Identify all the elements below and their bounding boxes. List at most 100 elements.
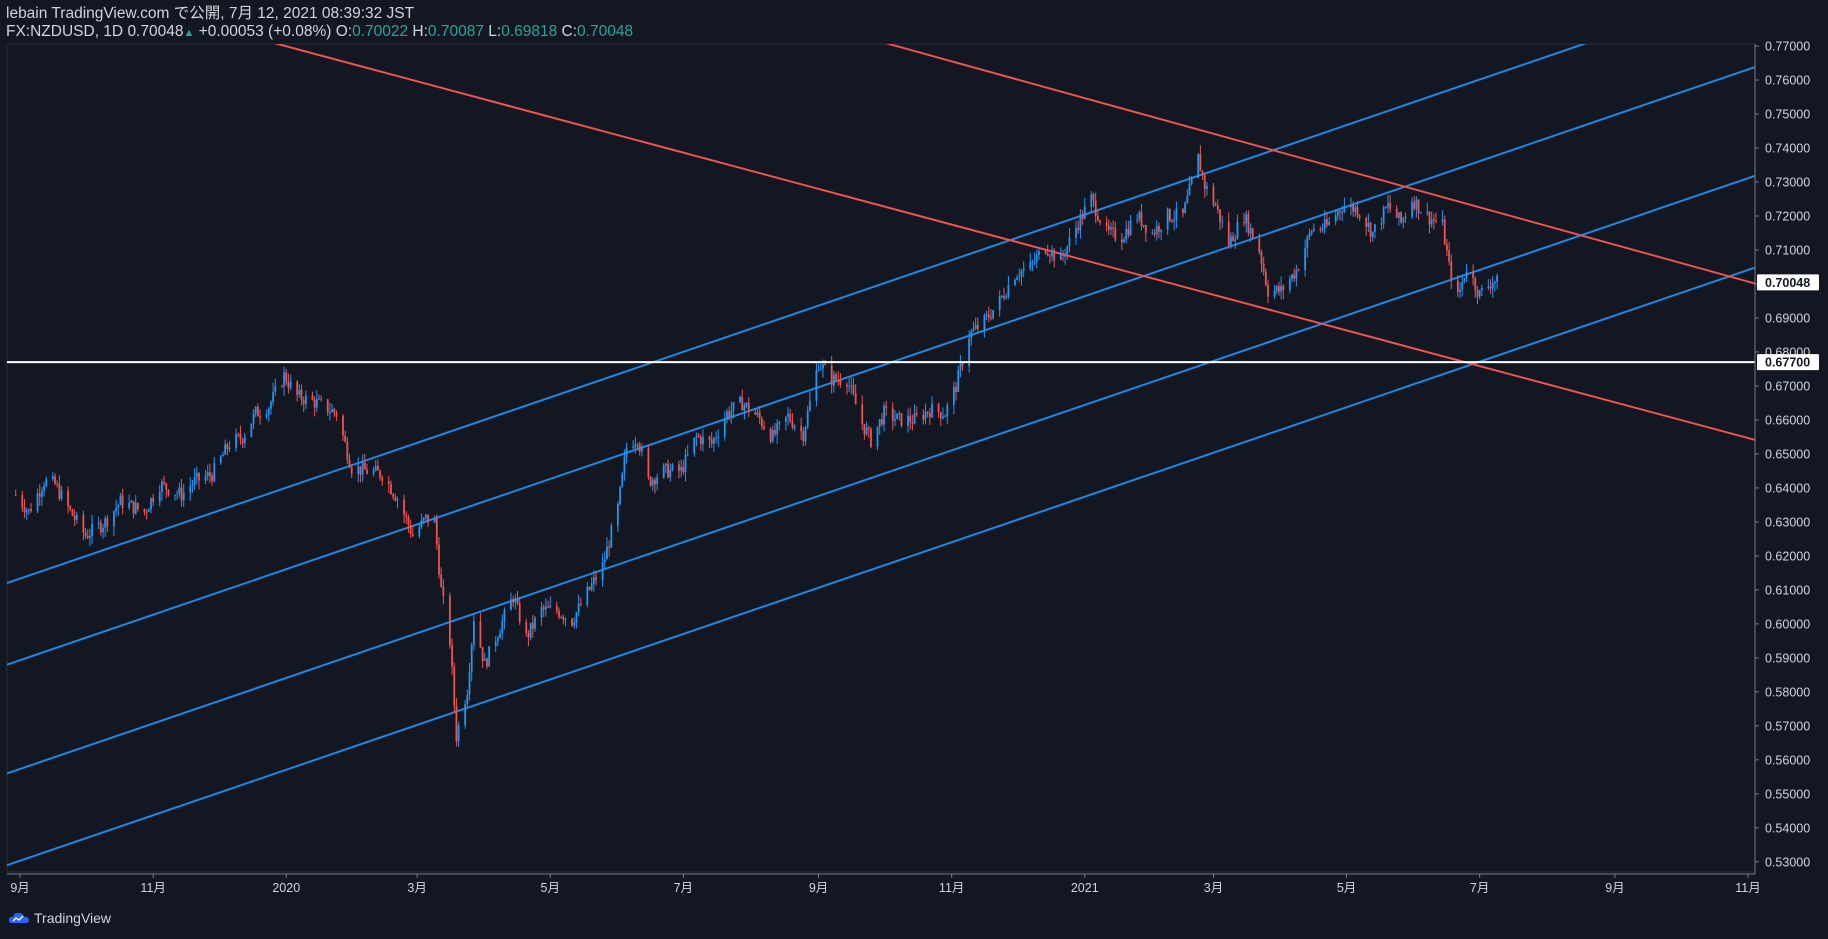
candle-body	[651, 479, 654, 486]
time-axis[interactable]: 9月 11月 2020 3月 5月 7月 9月 11月 2021 3月 5月 7月 9月 11月	[10, 874, 1761, 895]
candle-body	[1236, 222, 1239, 239]
trend-line-blue[interactable]	[7, 266, 1757, 867]
candle-body	[900, 413, 903, 426]
candle-body	[363, 462, 366, 470]
trend-line-blue[interactable]	[7, 65, 1757, 666]
trend-line-blue[interactable]	[7, 0, 1757, 585]
candle-body	[560, 617, 563, 619]
candle-body	[71, 509, 74, 516]
candle-body	[350, 467, 353, 474]
candle-body	[472, 621, 475, 645]
candle-body	[808, 400, 811, 411]
candle-body	[1369, 222, 1372, 237]
candle-body	[36, 493, 39, 512]
candle-body	[1168, 208, 1171, 221]
candle-body	[968, 338, 971, 366]
candle-body	[1312, 228, 1315, 231]
chart-canvas[interactable]: 0.77000 0.76000 0.75000 0.74000 0.73000 0.720…	[0, 0, 1828, 905]
price-tick-label: 0.66000	[1765, 413, 1810, 427]
candle-body	[542, 607, 545, 610]
chart-header: lebain TradingView.com で公開, 7月 12, 2021 …	[6, 5, 633, 42]
up-arrow-icon: ▲	[183, 27, 195, 39]
candle-body	[1120, 239, 1123, 243]
candle-body	[1304, 248, 1307, 271]
candle-body	[976, 324, 979, 329]
candle-body	[315, 399, 318, 408]
candle-body	[313, 399, 316, 408]
candle-body	[961, 363, 964, 366]
candle-body	[208, 472, 211, 477]
candle-body	[289, 381, 292, 388]
trend-line-red[interactable]	[260, 39, 1757, 441]
candle-body	[806, 410, 809, 428]
footer-brand[interactable]: TradingView	[34, 910, 112, 926]
candle-body	[60, 490, 63, 499]
change-value: +0.00053 (+0.08%)	[198, 23, 332, 40]
candle-body	[180, 487, 183, 501]
last-price-tag-bg	[1757, 274, 1819, 291]
candle-body	[1282, 285, 1285, 290]
trend-line-red[interactable]	[884, 43, 1757, 285]
candle-body	[1371, 231, 1374, 237]
candle-body	[152, 498, 155, 503]
last-price: 0.70048	[127, 23, 184, 40]
candle-body	[274, 386, 277, 392]
candle-body	[1487, 286, 1490, 288]
candle-body	[1096, 216, 1099, 221]
candle-body	[1463, 278, 1466, 282]
candle-body	[983, 315, 986, 329]
candle-body	[832, 374, 835, 386]
candle-body	[712, 438, 715, 444]
candle-body	[1443, 219, 1446, 245]
candle-body	[756, 412, 759, 415]
candle-body	[667, 463, 669, 478]
candle-body	[38, 493, 41, 497]
candle-body	[1459, 289, 1461, 292]
candle-body	[481, 647, 484, 661]
candle-body	[804, 427, 807, 442]
time-tick-label: 7月	[674, 881, 693, 895]
candle-body	[1496, 275, 1499, 282]
candle-body	[1419, 212, 1422, 214]
candle-body	[924, 411, 927, 420]
candle-body	[928, 413, 931, 418]
candle-body	[610, 525, 613, 548]
candle-body	[483, 659, 486, 661]
trend-lines	[7, 0, 1757, 867]
candle-body	[21, 494, 24, 508]
candle-body	[67, 490, 69, 507]
candle-body	[876, 426, 879, 447]
candle-body	[1175, 208, 1178, 220]
symbol-label[interactable]: FX:NZDUSD, 1D	[6, 23, 124, 40]
candle-body	[267, 408, 270, 415]
candle-body	[409, 525, 412, 534]
candle-body	[789, 413, 792, 422]
price-tick-label: 0.76000	[1765, 74, 1810, 88]
candle-body	[616, 503, 619, 526]
candle-body	[998, 295, 1001, 310]
candle-body	[1083, 206, 1086, 219]
candle-body	[86, 536, 89, 539]
candle-body	[298, 389, 301, 395]
candle-body	[117, 504, 120, 509]
candle-body	[1186, 195, 1189, 203]
price-axis[interactable]: 0.77000 0.76000 0.75000 0.74000 0.73000 0.720…	[1755, 40, 1810, 870]
candle-body	[1234, 238, 1237, 242]
candle-body	[870, 428, 872, 447]
candle-body	[1230, 236, 1232, 246]
candle-body	[867, 427, 870, 429]
candle-body	[102, 527, 104, 533]
trend-line-blue[interactable]	[7, 174, 1757, 775]
candle-body	[778, 421, 781, 424]
candle-body	[1035, 255, 1038, 262]
candle-body	[531, 622, 534, 629]
candle-body	[265, 414, 268, 417]
price-tick-label: 0.74000	[1765, 142, 1810, 156]
candle-body	[791, 421, 794, 428]
candle-body	[1341, 211, 1344, 213]
candle-body	[1306, 236, 1309, 249]
candle-body	[774, 429, 776, 435]
candle-body	[256, 407, 259, 417]
candle-body	[952, 386, 955, 405]
candle-body	[824, 364, 827, 366]
